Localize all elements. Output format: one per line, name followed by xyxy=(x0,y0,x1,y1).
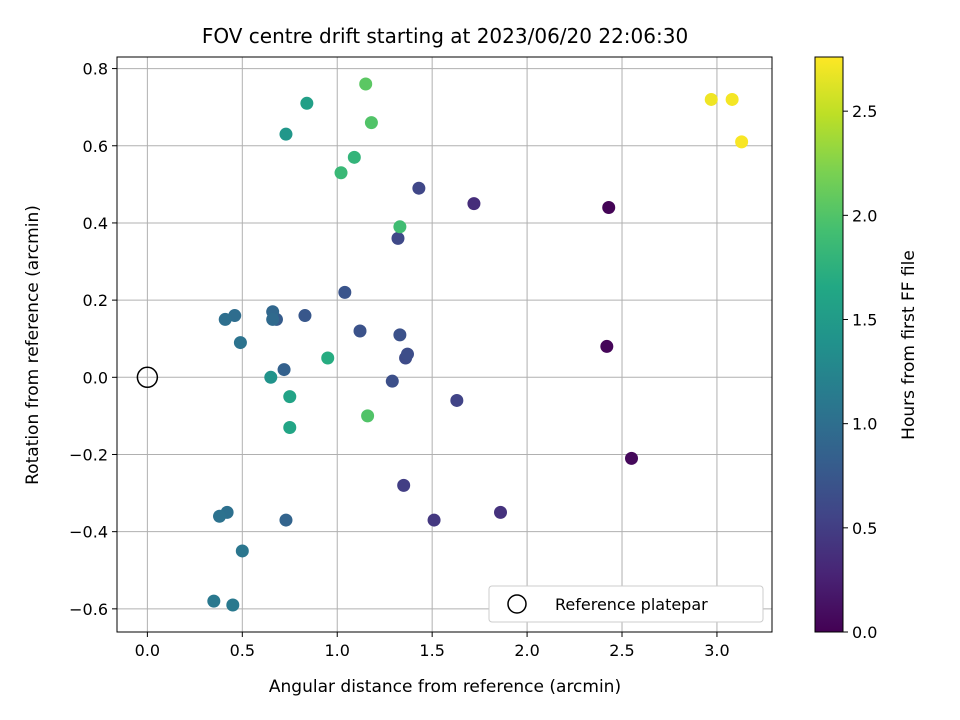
y-tick-label: −0.4 xyxy=(69,523,108,542)
x-axis-ticks: 0.0 0.5 1.0 1.5 2.0 2.5 3.0 xyxy=(135,632,730,660)
x-tick-label: 2.5 xyxy=(609,641,634,660)
scatter-point xyxy=(277,363,291,377)
scatter-point xyxy=(207,594,221,608)
grid-lines xyxy=(117,57,772,632)
scatter-point xyxy=(213,509,227,523)
scatter-point xyxy=(279,127,293,141)
y-axis-label: Rotation from reference (arcmin) xyxy=(23,205,43,485)
y-tick-label: 0.0 xyxy=(83,368,108,387)
scatter-point xyxy=(385,374,399,388)
x-tick-label: 1.5 xyxy=(419,641,444,660)
x-tick-label: 0.5 xyxy=(230,641,255,660)
scatter-point xyxy=(283,420,297,434)
scatter-point xyxy=(298,309,312,323)
colorbar-tick-label: 1.5 xyxy=(852,311,877,330)
scatter-point xyxy=(400,347,414,361)
scatter-point xyxy=(427,513,441,527)
colorbar: 0.0 0.5 1.0 1.5 2.0 2.5 Hours from first FF f… xyxy=(814,56,919,642)
data-points xyxy=(207,77,749,612)
scatter-point xyxy=(218,312,232,326)
x-tick-label: 0.0 xyxy=(135,641,160,660)
y-tick-label: 0.6 xyxy=(83,137,108,156)
scatter-point xyxy=(393,328,407,342)
legend-reference-marker xyxy=(507,594,527,614)
scatter-point xyxy=(467,197,481,211)
scatter-point xyxy=(353,324,367,338)
scatter-point xyxy=(494,505,508,519)
scatter-point xyxy=(361,409,375,423)
scatter-point xyxy=(266,312,280,326)
x-axis-label: Angular distance from reference (arcmin) xyxy=(269,677,621,697)
reference-platepar-marker xyxy=(136,366,159,389)
scatter-point xyxy=(625,451,639,465)
scatter-point xyxy=(359,77,373,91)
y-tick-label: 0.2 xyxy=(83,291,108,310)
scatter-point xyxy=(283,390,297,404)
x-tick-label: 2.0 xyxy=(514,641,539,660)
colorbar-label: Hours from first FF file xyxy=(899,250,919,440)
y-axis-ticks: −0.6 −0.4 −0.2 0.0 0.2 0.4 0.6 0.8 xyxy=(69,60,117,619)
legend: Reference platepar xyxy=(488,585,764,623)
scatter-point xyxy=(300,96,314,110)
scatter-point xyxy=(279,513,293,527)
scatter-point xyxy=(391,231,405,245)
colorbar-tick-label: 2.5 xyxy=(852,102,877,121)
colorbar-tick-label: 0.5 xyxy=(852,519,877,538)
scatter-point xyxy=(397,478,411,492)
scatter-point xyxy=(450,393,464,407)
scatter-point xyxy=(321,351,335,365)
scatter-point xyxy=(364,116,378,130)
legend-reference-label: Reference platepar xyxy=(555,595,708,614)
y-tick-label: −0.6 xyxy=(69,600,108,619)
scatter-point xyxy=(704,92,718,106)
scatter-point xyxy=(235,544,249,558)
scatter-point xyxy=(600,339,614,353)
y-tick-label: 0.8 xyxy=(83,60,108,79)
chart-title: FOV centre drift starting at 2023/06/20 … xyxy=(202,24,688,48)
y-tick-label: −0.2 xyxy=(69,445,108,464)
plot-frame xyxy=(116,56,773,633)
scatter-point xyxy=(264,370,278,384)
scatter-point xyxy=(412,181,426,195)
reference-marker xyxy=(136,366,159,389)
scatter-point xyxy=(233,336,247,350)
colorbar-tick-label: 0.0 xyxy=(852,623,877,642)
legend-box xyxy=(488,585,764,623)
scatter-point xyxy=(226,598,240,612)
scatter-point xyxy=(602,201,616,215)
x-tick-label: 3.0 xyxy=(704,641,729,660)
scatter-point xyxy=(725,92,739,106)
y-tick-label: 0.4 xyxy=(83,214,108,233)
colorbar-tick-label: 1.0 xyxy=(852,415,877,434)
colorbar-tick-label: 2.0 xyxy=(852,206,877,225)
scatter-point xyxy=(347,150,361,164)
scatter-point xyxy=(338,285,352,299)
scatter-point xyxy=(735,135,749,149)
colorbar-gradient xyxy=(814,56,844,633)
colorbar-ticks: 0.0 0.5 1.0 1.5 2.0 2.5 xyxy=(843,102,877,642)
x-tick-label: 1.0 xyxy=(325,641,350,660)
scatter-point xyxy=(393,220,407,234)
scatter-point xyxy=(334,166,348,180)
